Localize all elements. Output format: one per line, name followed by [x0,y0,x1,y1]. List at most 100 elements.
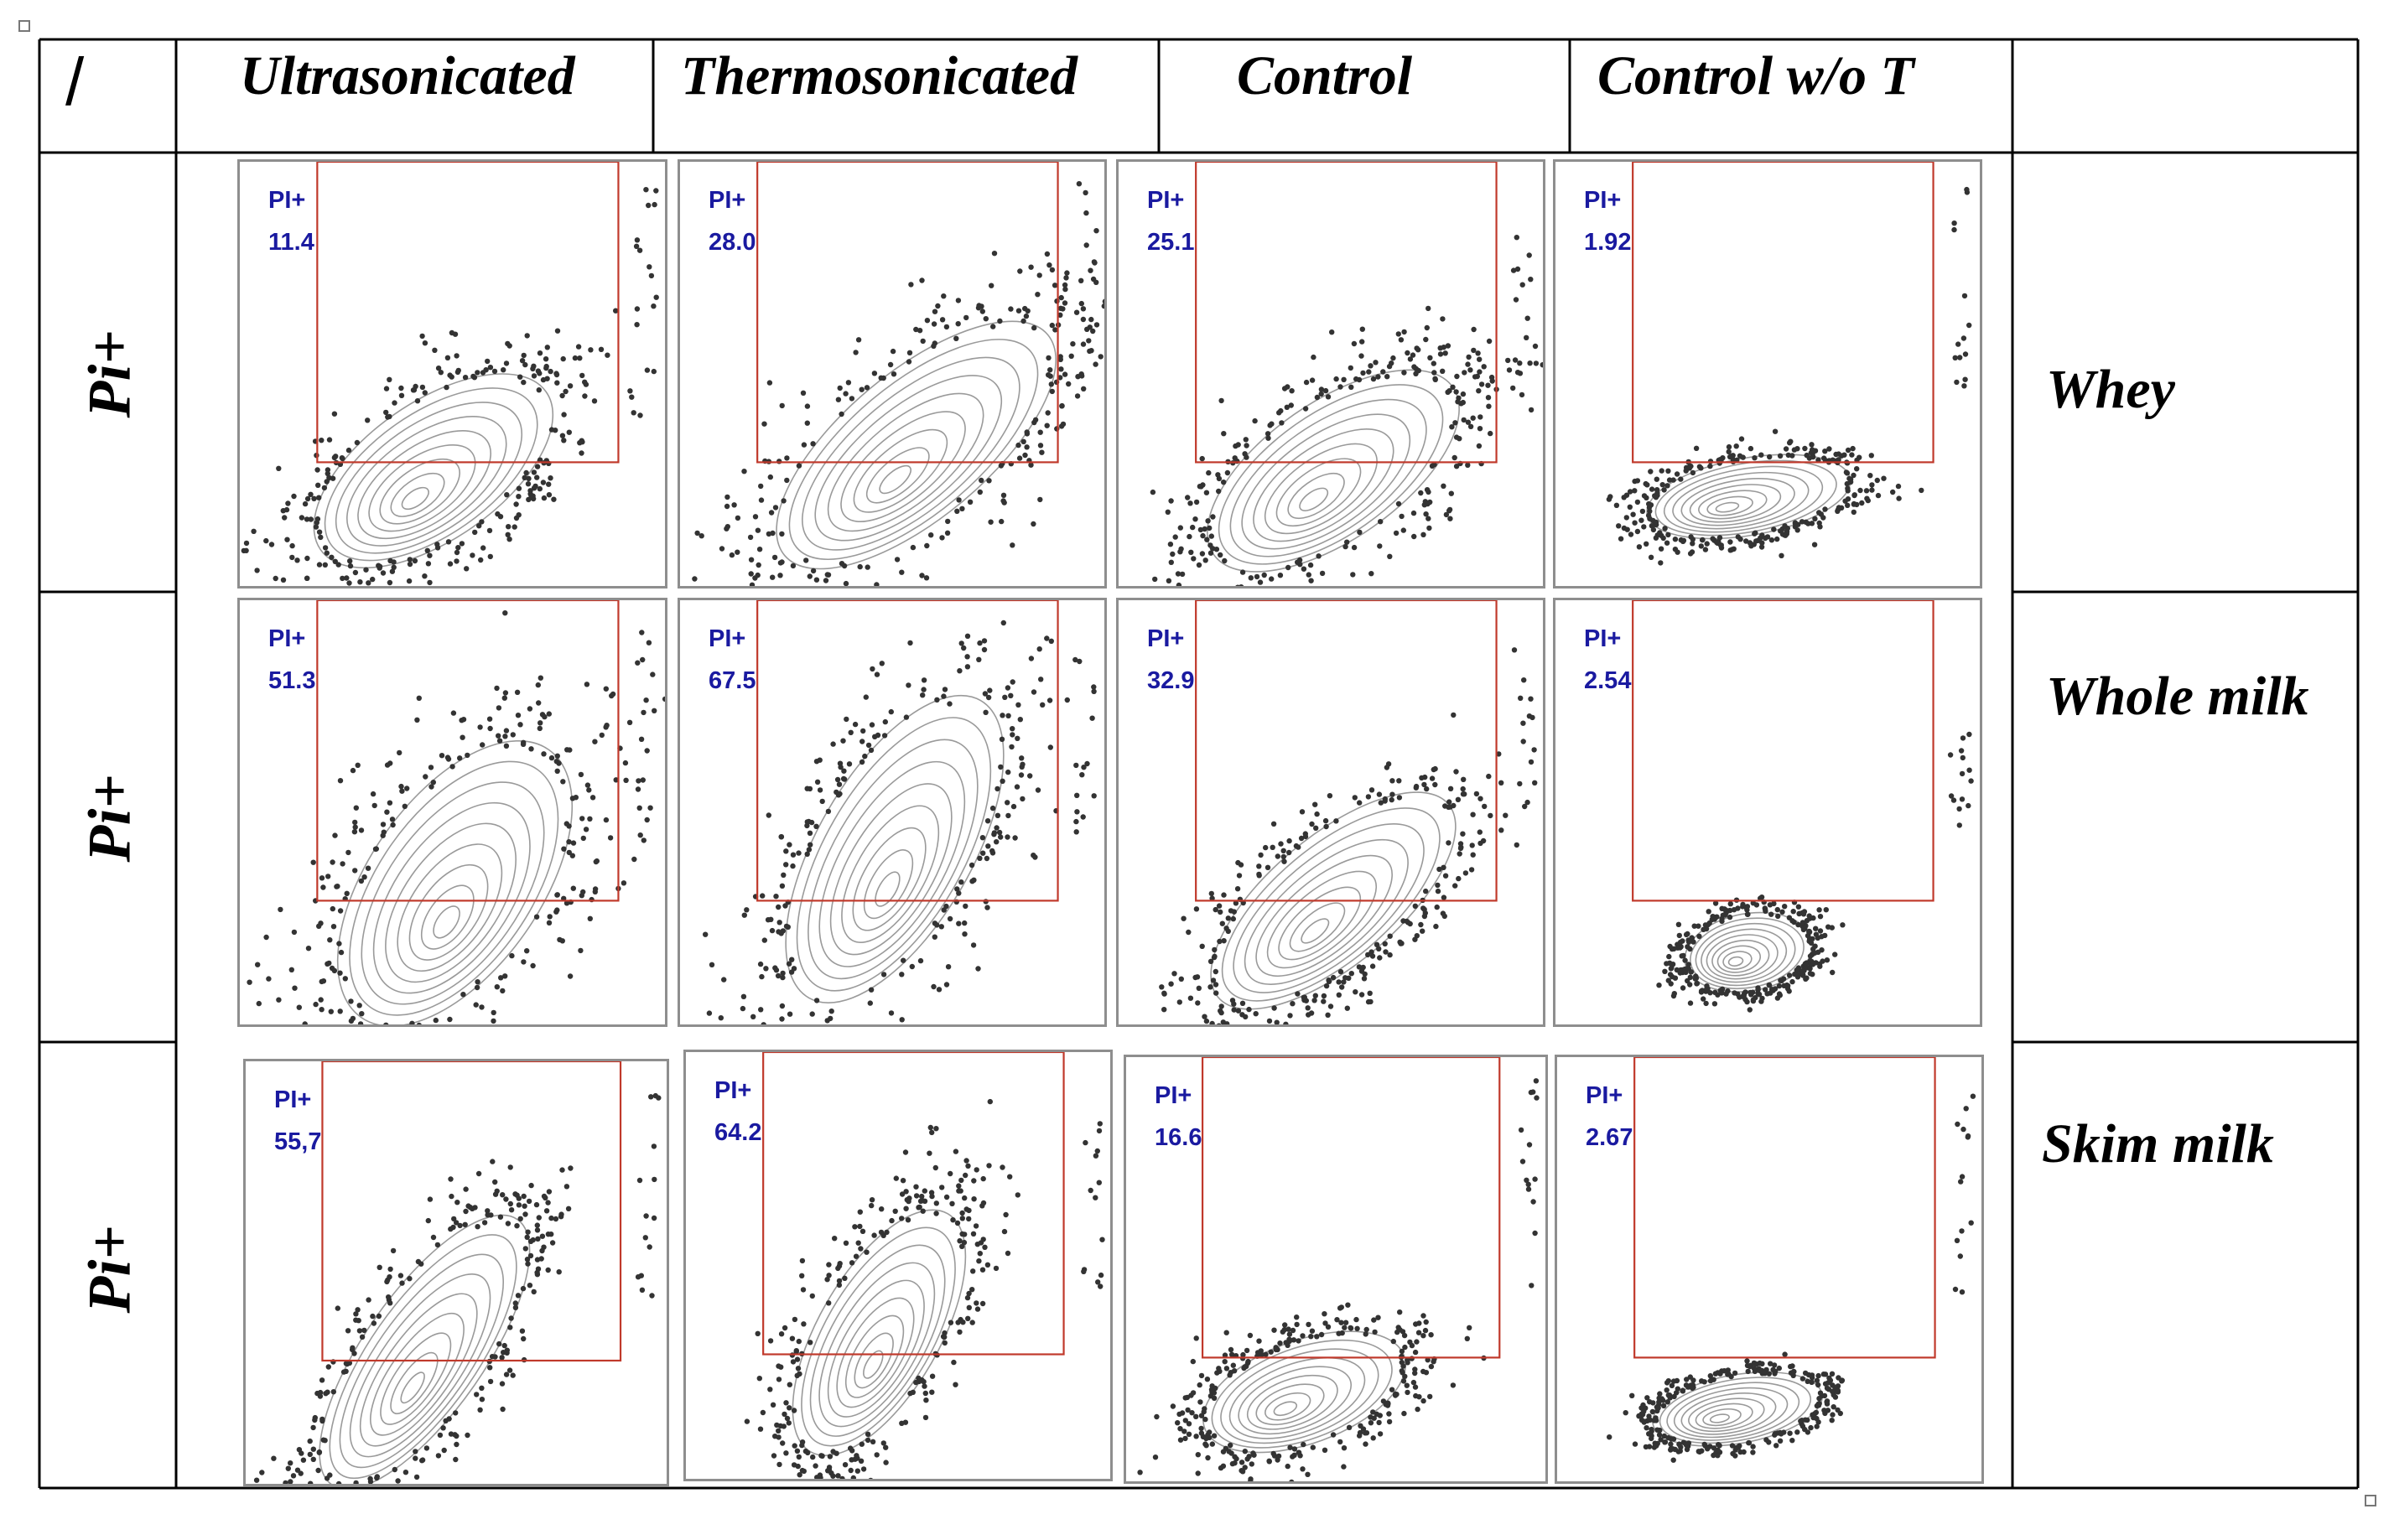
corner-slash: / [65,44,85,119]
event-dot [1295,991,1301,997]
event-dot [1052,283,1058,288]
event-dot [1228,1346,1234,1353]
event-dot [413,1449,418,1454]
event-dot [1699,1378,1705,1384]
event-dot [848,729,854,735]
event-dot [879,1206,885,1212]
event-dot [1312,801,1318,807]
event-dot [1253,1011,1259,1017]
event-dot [1955,341,1961,347]
event-dot [1203,1435,1209,1442]
event-dot [1701,926,1706,932]
event-dot [1457,841,1464,847]
event-dot [454,369,461,376]
event-dot [1449,424,1455,430]
event-dot [923,575,930,581]
event-dot [1429,775,1436,781]
event-dot [835,1473,841,1479]
event-dot [554,907,560,913]
event-dot [1707,1444,1713,1449]
event-dot [1816,907,1822,913]
event-dot [1874,477,1880,484]
event-dot [325,1364,331,1370]
event-dot [956,1183,962,1189]
event-dot [1950,797,1957,803]
contour-line [840,411,966,522]
event-dot [775,972,782,979]
event-dot [1732,1370,1738,1377]
event-dot [651,368,657,375]
event-dot [880,1440,886,1446]
event-dot [1015,702,1021,708]
event-dot [884,1229,890,1236]
event-dot [1370,376,1377,382]
event-dot [979,309,985,314]
event-dot [567,383,574,389]
event-dot [767,474,773,480]
event-dot [427,579,433,586]
sample-label-whole-milk: Whole milk [2046,666,2309,727]
contour-line [397,843,503,972]
contour-line [1672,471,1810,530]
event-dot [253,1477,260,1483]
event-dot [522,361,528,368]
event-dot [1187,533,1192,540]
event-dot [1037,429,1043,435]
event-dot [813,1463,818,1469]
gate-percent: 28.0 [709,229,756,256]
event-dot [1414,933,1420,939]
event-dot [1638,1405,1644,1411]
gate-percent: 67.5 [709,667,756,694]
event-dot [934,922,940,928]
event-dot [1395,331,1401,337]
row-label-3: Pi+ [75,1225,143,1314]
contour-line [1701,928,1788,983]
event-dot [1093,279,1099,285]
event-dot [982,691,989,697]
event-dot [537,725,543,732]
event-dot [1302,833,1309,840]
event-dot [1624,526,1630,532]
contour-line [1264,443,1378,535]
event-dot [1249,1461,1254,1467]
event-dot [561,438,567,443]
event-dot [1010,803,1017,810]
event-dot [1425,305,1431,312]
event-dot [544,376,550,381]
event-dot [1774,536,1780,542]
event-dot [1207,984,1213,990]
event-dot [546,1189,553,1195]
event-dot [841,563,848,569]
gate-label: PI+ [1147,625,1185,652]
event-dot [444,355,451,360]
event-dot [1522,803,1528,810]
event-dot [1204,537,1210,542]
event-dot [1745,911,1751,917]
event-dot [1650,1400,1656,1406]
event-dot [1794,527,1800,533]
event-dot [1421,913,1428,920]
event-dot [1057,356,1063,362]
event-dot [1514,266,1521,272]
event-dot [1008,306,1014,312]
gate-percent: 25.1 [1147,229,1195,256]
contour-line [808,739,979,980]
event-dot [1453,434,1460,440]
event-dot [1348,1325,1353,1331]
event-dot [1423,336,1429,343]
event-dot [294,557,300,563]
event-dot [1412,1370,1418,1377]
event-dot [1822,1371,1829,1377]
event-dot [351,829,358,835]
event-dot [855,1240,861,1246]
event-dot [454,1441,460,1448]
event-dot [1283,1021,1289,1024]
event-dot [475,1170,482,1177]
event-dot [1686,465,1693,471]
event-dot [1204,1377,1211,1382]
event-dot [1520,739,1526,744]
event-dot [423,774,428,780]
event-dot [343,1368,349,1374]
event-dot [1073,829,1079,835]
event-dot [1285,564,1291,571]
